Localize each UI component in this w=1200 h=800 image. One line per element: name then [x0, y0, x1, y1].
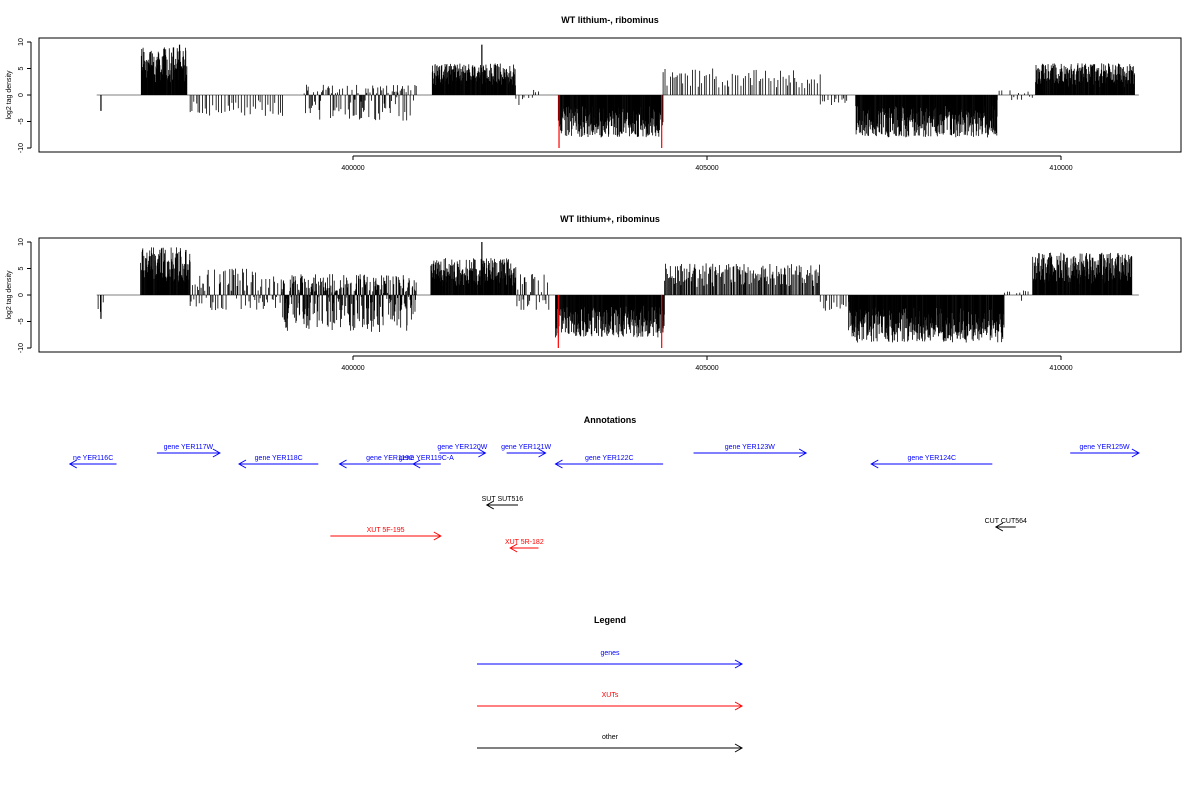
feature-label: CUT CUT564	[985, 518, 1027, 525]
legend-entry: genes	[477, 650, 744, 669]
legend-entry: other	[477, 734, 744, 753]
panel-1-y-axis-label: log2 tag density	[6, 70, 13, 120]
y-tick-label: -10	[18, 343, 25, 353]
annotation-feature: gene YER119C-A	[399, 455, 454, 469]
feature-label: gene YER117W	[164, 444, 214, 451]
legend-entry: XUTs	[477, 692, 744, 711]
arrow-head-left	[68, 459, 78, 469]
arrow-head-right	[1131, 448, 1140, 458]
y-tick-label: 10	[18, 38, 25, 46]
y-tick-label: 5	[18, 66, 25, 70]
arrow-head-left	[870, 459, 879, 469]
arrow-head-left	[238, 459, 247, 469]
y-tick-label: 0	[18, 93, 25, 97]
panel-1-x-axis: 400000 405000 410000	[341, 155, 1073, 172]
x-tick-label: 400000	[341, 165, 364, 172]
annotation-feature: XUT 5F-195	[330, 527, 442, 541]
legend-arrow-head	[734, 659, 744, 669]
panel-2-bars	[96, 242, 1139, 348]
annotation-feature: gene YER122C	[554, 455, 664, 469]
feature-label: SUT SUT516	[482, 496, 524, 503]
panel-1-title: WT lithium-, ribominus	[561, 15, 659, 25]
panel-2-x-axis: 400000 405000 410000	[341, 355, 1073, 372]
arrow-head-left	[485, 500, 495, 510]
x-tick-label: 410000	[1049, 165, 1072, 172]
feature-label: gene YER121W	[501, 444, 551, 451]
y-tick-label: 5	[18, 266, 25, 270]
arrow-head-right	[538, 448, 547, 458]
annotation-feature: gene YER124C	[870, 455, 993, 469]
feature-label: gene YER119C	[366, 455, 414, 462]
panel-lithium-plus: WT lithium+, ribominus log2 tag density …	[6, 214, 1182, 372]
x-tick-label: 400000	[341, 365, 364, 372]
feature-label: ne YER116C	[73, 455, 113, 462]
arrow-head-right	[798, 448, 808, 458]
annotation-feature: XUT 5R-182	[505, 539, 544, 553]
annotation-feature: gene YER117W	[156, 444, 221, 458]
annotation-feature: ne YER116C	[68, 455, 117, 469]
x-tick-label: 405000	[695, 165, 718, 172]
arrow-head-right	[478, 448, 487, 458]
annotation-feature: gene YER118C	[238, 455, 319, 469]
feature-label: gene YER118C	[255, 455, 303, 462]
feature-label: gene YER122C	[585, 455, 634, 462]
arrow-head-left	[412, 459, 421, 469]
arrow-head-left	[994, 522, 1004, 532]
arrow-head-left	[338, 459, 347, 469]
feature-label: gene YER125W	[1080, 444, 1130, 451]
legend-entries: genes XUTs other	[477, 650, 744, 753]
feature-label: gene YER124C	[908, 455, 957, 462]
annotations-panel: Annotations ne YER116C gene YER117W gene Y…	[68, 415, 1140, 553]
y-tick-label: -5	[18, 318, 25, 324]
panel-lithium-minus: WT lithium-, ribominus log2 tag density …	[6, 15, 1182, 172]
arrow-head-right	[212, 448, 221, 458]
annotation-feature: gene YER125W	[1070, 444, 1140, 458]
legend-label: genes	[600, 650, 620, 657]
annotation-feature: gene YER120W	[437, 444, 488, 458]
arrow-head-left	[509, 543, 518, 553]
panel-2-plot-frame	[38, 237, 1182, 353]
feature-label: XUT 5R-182	[505, 539, 544, 546]
annotation-feature: gene YER121W	[501, 444, 552, 458]
panel-2-y-axis: -10 -5 0 5 10	[18, 238, 32, 353]
feature-label: gene YER119C-A	[399, 455, 454, 462]
legend-label: other	[602, 734, 619, 741]
panel-1-y-axis: -10 -5 0 5 10	[18, 38, 32, 153]
arrow-head-left	[554, 459, 563, 469]
annotation-track: ne YER116C gene YER117W gene YER118C gene Y…	[68, 444, 1140, 553]
legend-arrow-head	[734, 743, 744, 753]
feature-label: XUT 5F-195	[367, 527, 405, 534]
annotations-title: Annotations	[584, 415, 637, 425]
arrow-head-right	[433, 531, 442, 541]
legend-title: Legend	[594, 615, 626, 625]
panel-2-title: WT lithium+, ribominus	[560, 214, 660, 224]
feature-label: gene YER120W	[437, 444, 487, 451]
x-tick-label: 405000	[695, 365, 718, 372]
legend-arrow-head	[734, 701, 744, 711]
feature-label: gene YER123W	[725, 444, 775, 451]
y-tick-label: -5	[18, 118, 25, 124]
y-tick-label: 0	[18, 293, 25, 297]
panel-2-y-axis-label: log2 tag density	[6, 270, 13, 320]
annotation-feature: CUT CUT564	[985, 518, 1027, 532]
legend-panel: Legend genes XUTs other	[477, 615, 744, 753]
panel-1-plot-frame	[38, 37, 1182, 153]
annotation-feature: SUT SUT516	[482, 496, 524, 510]
panel-1-bars	[96, 44, 1139, 148]
x-tick-label: 410000	[1049, 365, 1072, 372]
legend-label: XUTs	[602, 692, 619, 699]
y-tick-label: 10	[18, 238, 25, 246]
annotation-feature: gene YER123W	[693, 444, 808, 458]
y-tick-label: -10	[18, 143, 25, 153]
